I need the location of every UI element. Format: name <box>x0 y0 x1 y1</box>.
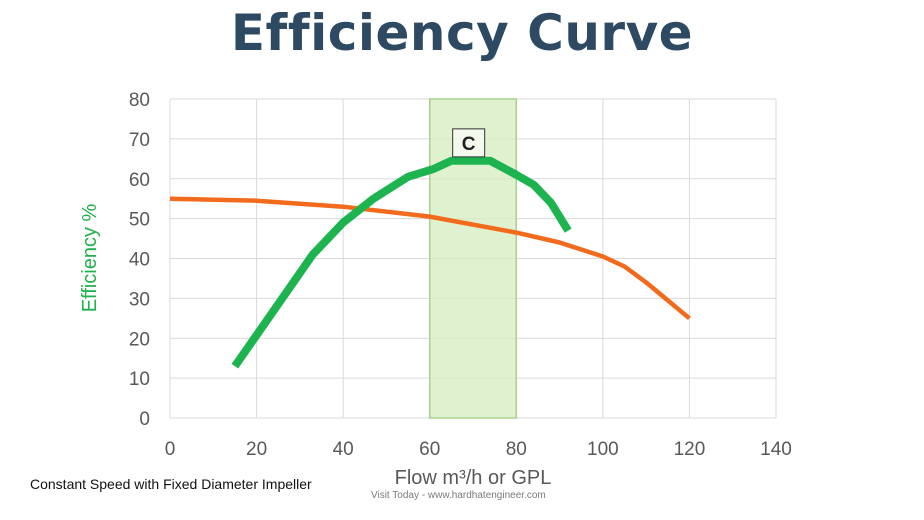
x-tick-label-4: 80 <box>506 439 527 460</box>
x-axis-label: Flow m³/h or GPL <box>395 467 552 489</box>
tick-labels: 0 10 20 30 40 50 60 70 80 0 20 40 60 80 100 120 140 <box>129 90 792 460</box>
y-tick-label-1: 10 <box>129 369 150 390</box>
series-line-1 <box>169 196 691 321</box>
y-tick-label-5: 50 <box>129 210 150 231</box>
y-tick-label-2: 20 <box>129 329 150 350</box>
footer-note: Constant Speed with Fixed Diameter Impel… <box>30 476 312 492</box>
annotation-box <box>452 128 486 158</box>
y-tick-label-3: 30 <box>129 289 150 310</box>
y-tick-label-7: 70 <box>129 130 150 151</box>
x-tick-label-5: 100 <box>587 439 619 460</box>
annotation-label: C <box>462 134 476 155</box>
chart-title: Efficiency Curve <box>230 4 694 62</box>
x-tick-label-6: 120 <box>674 439 706 460</box>
x-tick-label-7: 140 <box>760 439 792 460</box>
x-tick-label-3: 60 <box>419 439 440 460</box>
annotation-layer: C <box>452 128 486 158</box>
footer-credit: Visit Today - www.hardhatengineer.com <box>371 490 546 501</box>
series-layer <box>169 156 691 369</box>
y-tick-label-4: 40 <box>129 250 150 271</box>
y-tick-label-6: 60 <box>129 170 150 191</box>
y-axis-label: Efficiency % <box>79 204 101 313</box>
y-tick-label-8: 80 <box>129 90 150 111</box>
x-tick-label-2: 40 <box>333 439 354 460</box>
y-tick-label-0: 0 <box>139 409 150 430</box>
x-tick-label-0: 0 <box>165 439 176 460</box>
x-tick-label-1: 20 <box>246 439 267 460</box>
series-line-0 <box>231 156 572 369</box>
